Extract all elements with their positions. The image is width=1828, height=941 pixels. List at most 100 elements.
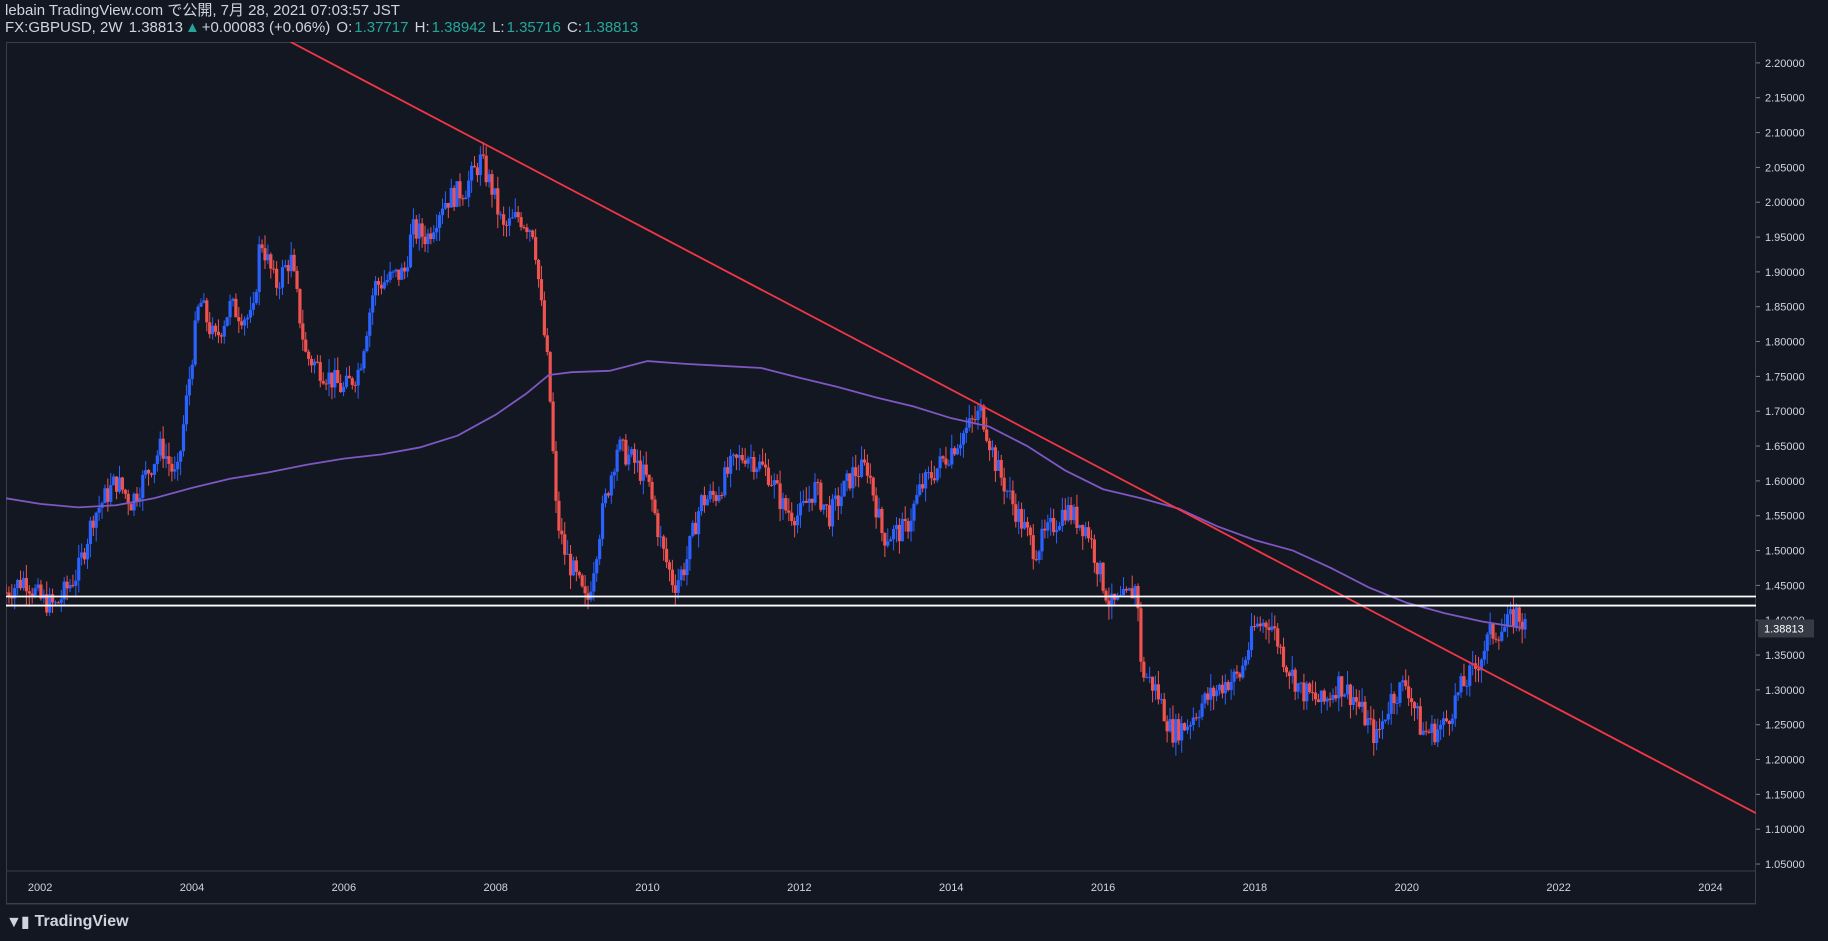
candle-up [155,455,159,465]
candle-down [1101,562,1105,591]
candle-up [190,364,194,379]
candle-down [484,155,488,183]
candle-down [871,477,875,496]
candle-down [536,259,541,280]
candle-up [1261,622,1265,627]
candle-up [411,219,416,235]
candle-up [996,459,1000,471]
candle-up [1217,684,1222,691]
candle-up [16,579,20,589]
candle-down [1177,719,1181,741]
footer-brand[interactable]: ▼▮ TradingView [6,912,129,932]
price-tick-label: 2.05000 [1765,162,1805,174]
symbol-interval[interactable]: FX:GBPUSD, 2W [5,19,123,36]
candle-up [755,468,759,473]
candle-down [647,474,651,482]
candle-up [1185,726,1190,731]
candle-up [1040,528,1044,552]
candle-up [1078,524,1082,529]
time-axis: 2002 2004 2006 2008 2010 2012 2014 2016 2018 2020… [6,870,1756,905]
candle-down [1418,706,1422,735]
candle-down [644,464,648,475]
candle-up [723,467,727,496]
price-tick-label: 1.80000 [1765,337,1805,349]
time-tick-label: 2024 [1698,882,1722,894]
candle-up [1229,681,1233,691]
candle-down [1357,701,1361,707]
candle-up [1197,716,1201,719]
candle-up [1110,593,1114,607]
candle-up [1174,719,1178,743]
candle-down [816,482,820,484]
price-change: +0.00083 (+0.06%) [201,19,331,36]
candle-up [1331,695,1335,700]
candle-down [161,438,165,459]
price-tick-label: 1.70000 [1765,406,1805,418]
candle-down [1462,676,1466,687]
candle-down [664,548,669,563]
candle-up [417,223,421,239]
candle-down [650,481,654,500]
candle-down [301,323,305,340]
candle-down [810,498,814,503]
candle-up [391,271,395,273]
drawings-layer [6,42,1756,814]
candle-down [1165,721,1169,732]
candle-down [1235,671,1239,674]
candle-up [912,503,916,521]
candle-up [600,503,605,539]
candle-up [394,269,398,272]
time-tick-label: 2012 [787,882,811,894]
candle-down [149,473,154,475]
candle-down [1308,683,1312,693]
candle-up [362,351,366,369]
candle-down [711,490,715,496]
candle-down [339,383,343,393]
candle-down [1281,646,1286,668]
candle-down [272,268,276,270]
candle-up [1060,509,1064,527]
last-price: 1.38813 [128,19,183,36]
candle-up [1017,508,1021,522]
candle-up [1375,728,1379,744]
candle-down [126,493,130,505]
candle-up [891,528,896,540]
candle-down [662,536,666,549]
price-tick-label: 2.20000 [1765,58,1805,70]
candle-down [472,165,477,168]
price-tick-label: 1.30000 [1765,685,1805,697]
candle-down [982,405,986,430]
candle-down [336,369,340,384]
candle-up [283,265,287,268]
candle-down [1150,676,1155,691]
candle-down [1063,509,1067,521]
candle-up [1247,650,1251,660]
candle-down [903,518,907,522]
candle-down [330,372,334,388]
candle-down [857,476,861,478]
candle-up [245,317,250,320]
candle-down [656,513,660,537]
candle-down [167,456,171,464]
candle-up [1203,693,1207,704]
candle-up [443,202,448,209]
candle-down [1392,693,1396,704]
candle-up [1453,695,1457,719]
candle-down [114,476,119,492]
candle-down [1348,684,1353,706]
time-tick-label: 2016 [1091,882,1115,894]
candle-down [1130,588,1134,599]
candle-down [1334,695,1338,699]
candle-down [481,154,485,156]
candle-up [1066,505,1070,521]
candle-up [1072,506,1076,521]
candle-down [804,500,808,503]
candle-down [219,335,223,337]
candle-up [627,454,631,465]
candle-down [269,254,273,269]
candle-up [1401,680,1405,683]
candle-up [1450,718,1454,724]
candle-down [790,512,794,521]
candle-up [179,451,183,462]
